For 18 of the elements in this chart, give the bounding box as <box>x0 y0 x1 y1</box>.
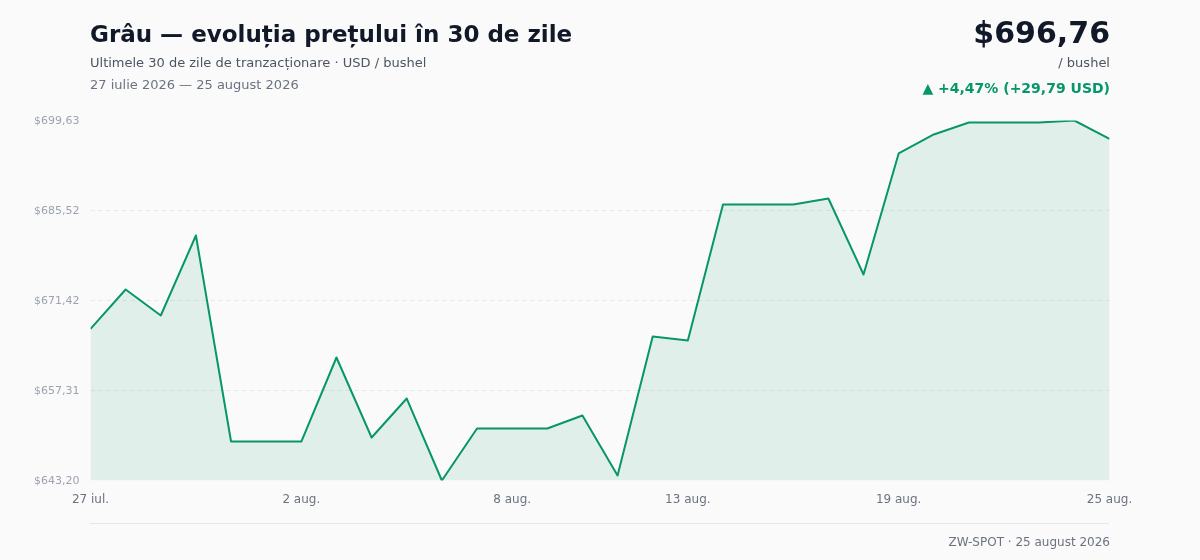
x-tick-label: 13 aug. <box>665 491 711 506</box>
chart-title: Grâu — evoluția prețului în 30 de zile <box>90 20 573 50</box>
text: $696,76 <box>973 14 1110 52</box>
text: 27 iulie 2026 — 25 august 2026 <box>90 76 299 94</box>
text: ▲ +4,47% (+29,79 USD) <box>922 79 1110 98</box>
text: / bushel <box>1058 54 1110 72</box>
x-tick-label: 19 aug. <box>875 491 922 506</box>
y-tick-label: $671,42 <box>34 293 80 307</box>
y-tick-label: $657,31 <box>34 383 80 397</box>
y-tick-label: $643,20 <box>34 474 80 487</box>
y-tick-label: $685,52 <box>34 204 80 218</box>
y-tick-label: $699,63 <box>34 114 80 127</box>
x-tick-label: 8 aug. <box>493 491 532 506</box>
x-tick-label: 2 aug. <box>282 491 321 506</box>
x-tick-label: 25 aug. <box>1086 491 1133 506</box>
text: ZW-SPOT · 25 august 2026 <box>948 534 1110 551</box>
chart-subtitle: Ultimele 30 de zile de tranzacționare · USD / bushel <box>90 54 427 72</box>
x-tick-label: 27 iul. <box>71 491 110 506</box>
